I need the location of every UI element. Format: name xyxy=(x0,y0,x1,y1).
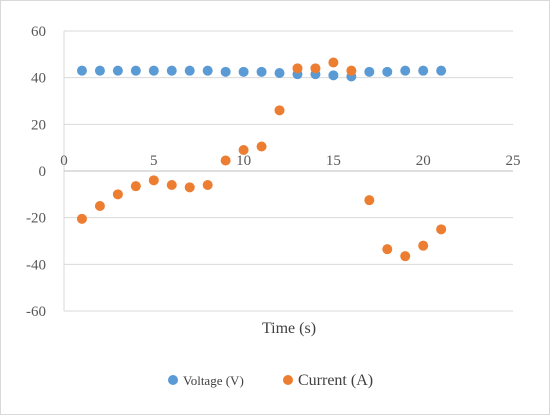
series-current xyxy=(76,57,447,262)
data-point xyxy=(328,57,339,68)
data-point xyxy=(418,65,429,76)
data-point xyxy=(184,65,195,76)
y-tick-label: 20 xyxy=(31,117,46,133)
x-tick-label: 0 xyxy=(60,153,68,169)
y-tick-label: -40 xyxy=(26,257,46,273)
data-point xyxy=(130,65,141,76)
data-point xyxy=(328,70,339,81)
data-point xyxy=(166,180,177,190)
y-tick-label: -20 xyxy=(26,211,46,227)
x-tick-label: 25 xyxy=(506,153,521,169)
data-point xyxy=(148,175,159,186)
y-tick-label: 60 xyxy=(31,24,46,40)
data-series xyxy=(76,57,447,262)
x-tick-label: 10 xyxy=(236,153,251,169)
data-point xyxy=(400,251,411,262)
data-point xyxy=(382,66,393,77)
grid-lines xyxy=(64,30,513,312)
data-point xyxy=(436,65,447,76)
legend-marker xyxy=(168,375,178,385)
legend-label: Current (A) xyxy=(298,372,373,389)
data-point xyxy=(238,145,249,155)
data-point xyxy=(112,189,123,200)
x-tick-label: 15 xyxy=(326,153,341,169)
axes xyxy=(63,31,513,311)
y-tick-label: -60 xyxy=(26,304,46,320)
data-point xyxy=(238,66,249,77)
data-point xyxy=(220,66,231,77)
tick-labels: -60 -40 -20 0 20 40 60 0 5 10 15 20 25 xyxy=(26,24,521,320)
data-point xyxy=(292,63,303,74)
data-point xyxy=(256,141,267,152)
data-point xyxy=(166,65,177,76)
data-point xyxy=(418,240,429,251)
data-point xyxy=(382,244,393,255)
data-point xyxy=(436,224,447,235)
y-tick-label: 0 xyxy=(39,164,47,180)
x-axis-title: Time (s) xyxy=(262,320,316,337)
data-point xyxy=(202,65,213,76)
data-point xyxy=(76,65,87,76)
data-point xyxy=(220,155,231,166)
data-point xyxy=(94,65,105,76)
data-point xyxy=(202,180,213,190)
data-point xyxy=(148,65,159,76)
series-voltage xyxy=(76,65,447,82)
data-point xyxy=(256,66,267,77)
data-point xyxy=(274,68,285,78)
data-point xyxy=(112,65,123,76)
data-point xyxy=(400,65,411,76)
x-tick-label: 5 xyxy=(150,153,158,169)
data-point xyxy=(76,213,87,224)
y-tick-label: 40 xyxy=(31,71,46,87)
data-point xyxy=(346,65,357,76)
data-point xyxy=(364,66,375,77)
legend-label: Voltage (V) xyxy=(183,373,244,388)
data-point xyxy=(310,63,321,74)
x-tick-label: 20 xyxy=(416,153,431,169)
data-point xyxy=(184,182,195,193)
legend: Voltage (V) Current (A) xyxy=(168,372,373,389)
data-point xyxy=(130,181,141,192)
data-point xyxy=(364,195,375,206)
data-point xyxy=(274,105,285,116)
legend-marker xyxy=(283,375,293,385)
data-point xyxy=(94,201,105,211)
